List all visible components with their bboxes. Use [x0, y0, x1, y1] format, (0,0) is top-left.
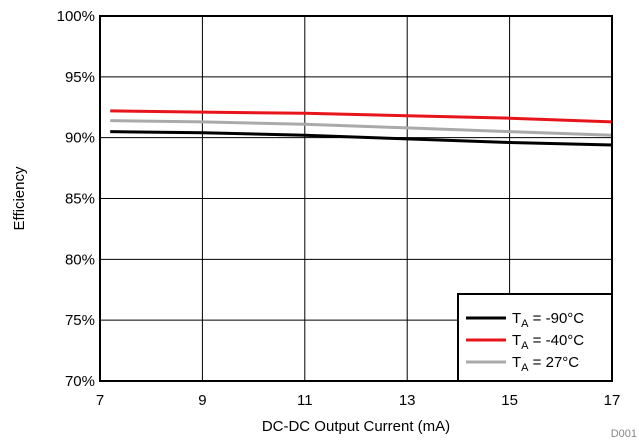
legend-label-rest: = 27°C: [529, 354, 580, 371]
series-line-2: [110, 119, 613, 137]
legend-label-subscript: A: [521, 362, 529, 374]
x-tick-labels: 7 9 11 13 15 17: [96, 392, 621, 409]
legend-label-subscript: A: [521, 318, 529, 330]
y-tick-label: 100%: [57, 8, 95, 25]
legend-label-subscript: A: [521, 340, 529, 352]
legend-label-rest: = -40°C: [529, 332, 585, 349]
legend-box: [457, 293, 613, 382]
figure-id: D001: [611, 428, 637, 440]
legend-label-rest: = -90°C: [529, 310, 585, 327]
y-tick-labels: 70% 75% 80% 85% 90% 95% 100%: [57, 8, 95, 390]
series-line-0: [110, 130, 613, 147]
x-tick-label: 17: [604, 392, 621, 409]
series-line-1: [110, 109, 613, 124]
plot-frame: [99, 15, 613, 382]
legend-label-0: TA = -90°C: [512, 310, 584, 330]
legend-label-main: T: [512, 354, 521, 371]
y-tick-label: 75%: [65, 312, 95, 329]
y-tick-label: 90%: [65, 130, 95, 147]
y-tick-label: 95%: [65, 69, 95, 86]
series-layer: [110, 109, 613, 147]
x-tick-label: 15: [501, 392, 518, 409]
legend-label-main: T: [512, 310, 521, 327]
x-tick-label: 7: [96, 392, 104, 409]
y-tick-label: 85%: [65, 191, 95, 208]
x-tick-label: 13: [399, 392, 416, 409]
x-axis-title: DC-DC Output Current (mA): [262, 418, 450, 435]
x-tick-label: 11: [297, 392, 313, 409]
y-axis-title: Efficiency: [11, 166, 28, 230]
legend-label-2: TA = 27°C: [512, 354, 579, 374]
legend-label-main: T: [512, 332, 521, 349]
legend-label-1: TA = -40°C: [512, 332, 584, 352]
x-tick-label: 9: [198, 392, 206, 409]
y-tick-label: 80%: [65, 251, 95, 268]
y-tick-label: 70%: [65, 373, 95, 390]
legend: TA = -90°CTA = -40°CTA = 27°C: [457, 293, 613, 382]
